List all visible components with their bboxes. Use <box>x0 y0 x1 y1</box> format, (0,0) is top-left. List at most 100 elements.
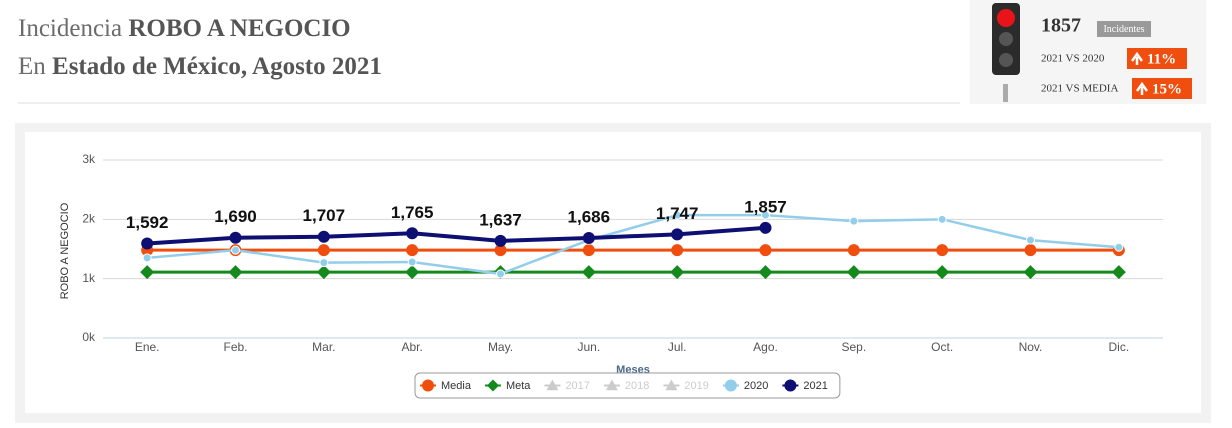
data-label: 1,592 <box>126 213 169 232</box>
data-label: 1,637 <box>479 210 522 229</box>
legend-label: 2020 <box>744 380 768 392</box>
marker <box>761 210 770 220</box>
marker <box>724 379 737 392</box>
data-label: 1,747 <box>656 204 699 223</box>
arrow-up <box>1135 81 1149 95</box>
marker <box>758 265 773 280</box>
marker <box>784 379 797 392</box>
marker <box>1111 265 1126 280</box>
x-tick-label: Sep. <box>841 340 866 354</box>
marker <box>671 228 684 241</box>
x-tick-label: Ago. <box>753 340 778 354</box>
series-line <box>147 213 1119 276</box>
x-tick-label: Dic. <box>1108 340 1129 354</box>
x-tick-label: Nov. <box>1019 340 1043 354</box>
light-red <box>997 9 1015 27</box>
marker <box>665 379 678 391</box>
title-date: , Agosto 2021 <box>241 53 382 80</box>
marker <box>316 265 331 280</box>
data-label: 1,686 <box>568 207 611 226</box>
badge: Incidentes <box>1103 24 1144 35</box>
change-badge <box>1127 48 1187 69</box>
marker <box>759 244 772 257</box>
x-tick-label: May. <box>488 340 513 354</box>
y-axis-label: ROBO A NEGOCIO <box>59 202 71 299</box>
marker <box>231 245 240 255</box>
marker <box>406 227 419 240</box>
title-text: Incidencia <box>18 15 122 42</box>
marker <box>936 244 949 257</box>
marker <box>1114 242 1124 252</box>
legend-label: 2021 <box>803 380 827 392</box>
change-value: 11% <box>1147 51 1176 67</box>
marker <box>486 379 499 392</box>
y-tick-label: 3k <box>82 152 96 166</box>
marker <box>671 244 684 257</box>
marker <box>582 231 595 244</box>
marker <box>1024 244 1037 257</box>
marker <box>846 265 861 280</box>
data-label: 1,765 <box>391 203 434 222</box>
marker <box>142 253 152 263</box>
legend-label: Media <box>441 380 472 392</box>
marker <box>849 216 859 226</box>
marker <box>141 237 154 250</box>
change-badge <box>1132 78 1192 99</box>
change-value: 15% <box>1152 81 1182 97</box>
marker <box>407 257 417 267</box>
comparisons: 2021 VS 2020 11% 2021 VS MEDIA 15% <box>1041 48 1192 99</box>
marker <box>140 265 155 280</box>
legend-label: 2019 <box>684 380 708 392</box>
x-tick-label: Jun. <box>577 340 600 354</box>
x-tick-label: Jul. <box>668 340 687 354</box>
y-tick-label: 1k <box>82 271 96 285</box>
marker <box>847 244 860 257</box>
marker <box>1023 265 1038 280</box>
marker <box>672 210 682 220</box>
marker <box>546 379 559 391</box>
legend: Media Meta 2017 2018 2019 2020 2021 <box>414 372 841 399</box>
light-green <box>999 53 1013 67</box>
marker <box>1026 235 1035 245</box>
marker <box>935 265 950 280</box>
marker <box>229 231 242 244</box>
light-yellow <box>999 32 1013 46</box>
title-line1: Incidencia ROBO A NEGOCIO <box>18 15 351 42</box>
y-tick-label: 2k <box>82 212 96 226</box>
data-label: 1,690 <box>214 207 257 226</box>
marker <box>494 244 507 257</box>
marker <box>317 244 330 257</box>
title-text: En <box>18 53 46 80</box>
marker <box>496 269 505 279</box>
x-tick-label: Oct. <box>931 340 953 354</box>
badge-bg <box>1097 21 1151 37</box>
marker <box>581 265 596 280</box>
x-tick-label: Abr. <box>401 340 422 354</box>
data-label: 1,857 <box>744 197 787 216</box>
comparison-label: 2021 VS 2020 <box>1041 53 1105 65</box>
marker <box>582 244 595 257</box>
data-label: 1,707 <box>303 206 346 225</box>
marker <box>317 230 330 243</box>
x-tick-label: Feb. <box>223 340 247 354</box>
marker <box>405 265 420 280</box>
marker <box>605 379 618 391</box>
x-tick-label: Ene. <box>135 340 160 354</box>
comparison-label: 2021 VS MEDIA <box>1041 83 1118 95</box>
series-line <box>147 225 766 246</box>
light-pole <box>1003 84 1008 102</box>
marker <box>670 265 685 280</box>
marker <box>422 379 434 392</box>
x-tick-label: Mar. <box>312 340 335 354</box>
marker <box>937 214 947 224</box>
title-state: Estado de México <box>52 53 241 80</box>
y-tick-label: 0k <box>82 330 96 344</box>
legend-label: 2017 <box>565 380 589 392</box>
marker <box>406 244 419 257</box>
title-line2: En Estado de México, Agosto 2021 <box>18 53 382 80</box>
indicator-value: 1857 <box>1041 15 1081 37</box>
title-crime: ROBO A NEGOCIO <box>128 15 350 42</box>
legend-box <box>414 372 841 399</box>
